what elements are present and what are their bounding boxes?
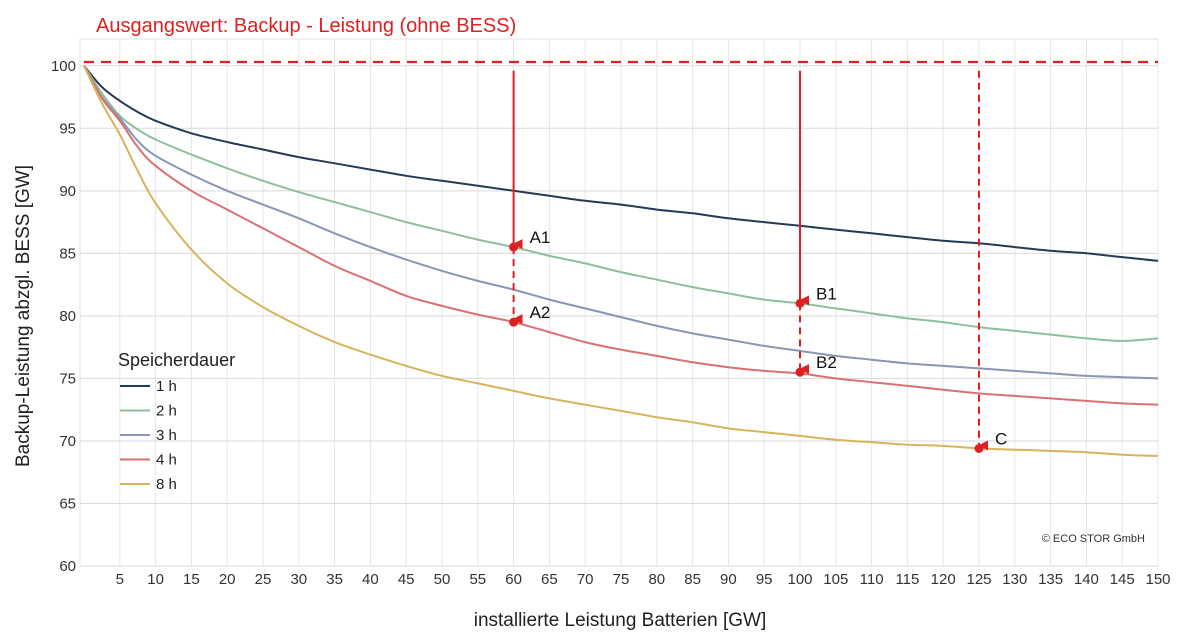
x-tick-label: 40 [362,571,379,588]
x-axis-title: installierte Leistung Batterien [GW] [474,610,767,631]
x-tick-label: 150 [1145,571,1170,588]
marker-point-B1 [795,298,805,308]
x-tick-label: 25 [255,571,272,588]
y-tick-label: 65 [59,495,76,512]
axis-ticks: 5 10 15 20 25 30 35 40 45 50 55 60 65 70 75 80 85 90 95 100… [51,58,1171,588]
series-line-2h [83,65,1159,342]
x-tick-label: 10 [147,571,164,588]
point-label-A2: A2 [530,303,551,322]
series-line-3h [83,65,1159,380]
legend-title: Speicherdauer [118,350,235,370]
y-tick-label: 100 [51,58,76,75]
marker-point-A1 [509,242,519,252]
x-tick-label: 85 [684,571,701,588]
legend-label: 1 h [156,378,177,395]
y-axis-title: Backup-Leistung abzgl. BESS [GW] [13,165,34,467]
copyright-text: © ECO STOR GmbH [1042,533,1145,545]
x-tick-label: 55 [469,571,486,588]
x-tick-label: 30 [290,571,307,588]
legend: Speicherdauer 1 h 2 h 3 h 4 h 8 h [118,350,235,493]
x-tick-label: 15 [183,571,200,588]
y-tick-label: 75 [59,370,76,387]
marker-point-C [974,443,984,453]
x-tick-label: 50 [434,571,451,588]
y-tick-label: 80 [59,308,76,325]
x-tick-label: 145 [1110,571,1135,588]
x-tick-label: 75 [613,571,630,588]
annotations: A1 A2 B1 B2 C [84,60,1158,453]
x-tick-label: 120 [931,571,956,588]
legend-label: 3 h [156,427,177,444]
legend-label: 4 h [156,452,177,469]
legend-label: 8 h [156,476,177,493]
y-tick-label: 95 [59,120,76,137]
x-tick-label: 135 [1038,571,1063,588]
grid [79,38,1159,567]
marker-point-A2 [509,317,519,327]
plot-area [79,38,1159,567]
point-label-C: C [995,429,1007,448]
y-tick-label: 90 [59,183,76,200]
x-tick-label: 130 [1002,571,1027,588]
x-tick-label: 65 [541,571,558,588]
x-tick-label: 100 [787,571,812,588]
x-tick-label: 20 [219,571,236,588]
x-tick-label: 80 [648,571,665,588]
x-tick-label: 35 [326,571,343,588]
series-line-4h [83,65,1159,406]
y-tick-label: 85 [59,245,76,262]
point-label-B1: B1 [816,284,837,303]
baseline-label: Ausgangswert: Backup - Leistung (ohne BE… [96,15,516,37]
point-label-B2: B2 [816,353,837,372]
series-line-1h [83,65,1159,262]
x-tick-label: 95 [756,571,773,588]
x-tick-label: 70 [577,571,594,588]
x-tick-label: 115 [895,571,919,588]
x-tick-label: 125 [966,571,991,588]
series-lines [83,65,1159,457]
legend-label: 2 h [156,403,177,420]
series-line-8h [83,65,1159,457]
x-tick-label: 5 [116,571,124,588]
x-tick-label: 90 [720,571,737,588]
x-tick-label: 45 [398,571,415,588]
x-tick-label: 110 [860,571,884,588]
marker-point-B2 [795,367,805,377]
legend-items: 1 h 2 h 3 h 4 h 8 h [120,378,177,493]
x-tick-label: 60 [505,571,522,588]
x-tick-label: 140 [1074,571,1099,588]
y-tick-label: 70 [59,433,76,450]
x-tick-label: 105 [823,571,848,588]
point-label-A1: A1 [530,228,551,247]
y-tick-label: 60 [59,558,76,575]
